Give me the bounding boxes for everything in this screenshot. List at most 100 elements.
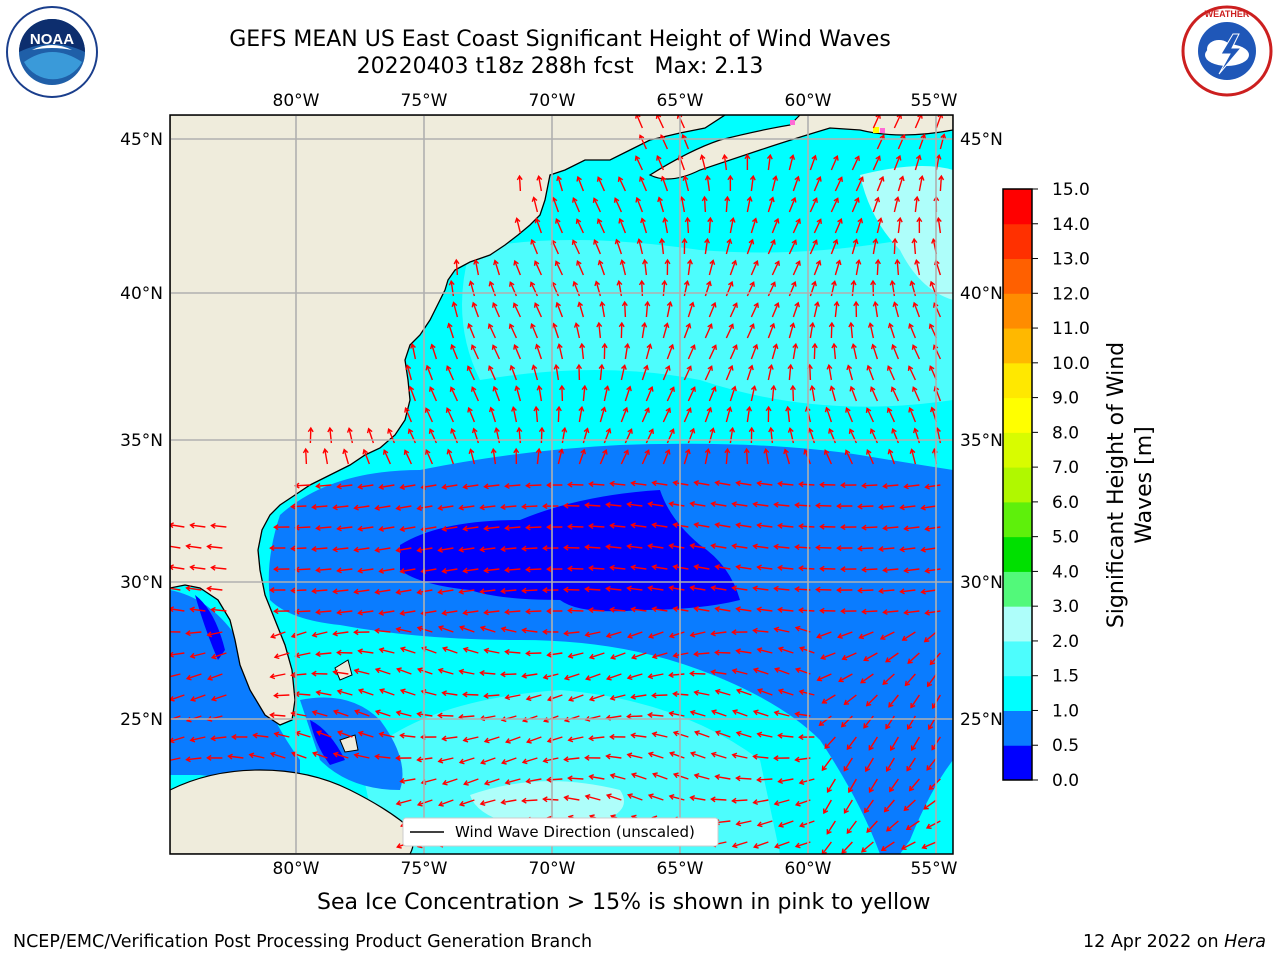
wave-arrow-head	[789, 384, 796, 391]
wave-arrow	[469, 449, 476, 465]
wave-arrow-head	[664, 448, 671, 455]
wave-arrow-head	[752, 799, 759, 805]
ocean-band-2p0-3p0-north	[860, 166, 953, 300]
wave-arrow	[484, 610, 500, 614]
wave-arrow	[809, 198, 818, 213]
wave-arrow	[396, 711, 412, 717]
wave-arrow-head	[836, 587, 842, 594]
wave-arrow-head	[504, 482, 510, 489]
wave-arrow-head	[458, 758, 465, 765]
wave-arrow	[295, 693, 311, 696]
wave-arrow-head	[787, 363, 794, 370]
wave-arrow-head	[525, 650, 531, 657]
wave-arrow	[585, 588, 601, 591]
wave-arrow	[813, 343, 816, 360]
wave-arrow	[589, 567, 605, 570]
wave-arrow-head	[451, 301, 458, 307]
wave-arrow-head	[534, 217, 541, 224]
wave-arrow	[543, 673, 559, 679]
wave-arrow	[575, 323, 581, 339]
wave-arrow-head	[563, 674, 570, 681]
wave-arrow-head	[542, 757, 549, 764]
wave-arrow	[337, 526, 353, 530]
wave-arrow	[316, 484, 332, 488]
wave-arrow-head	[273, 731, 280, 738]
wave-arrow	[862, 568, 878, 571]
wave-arrow	[516, 218, 522, 234]
wave-arrow	[939, 134, 945, 150]
wave-arrow-head	[773, 710, 780, 717]
wave-arrow	[316, 568, 332, 572]
wave-arrow-head	[846, 744, 852, 751]
wave-arrow-head	[878, 503, 884, 510]
wave-arrow-head	[662, 216, 669, 223]
wave-arrow-head	[732, 344, 738, 350]
wave-arrow-head	[706, 406, 713, 413]
wave-arrow	[505, 610, 521, 613]
wave-arrow	[683, 323, 691, 339]
wave-arrow-head	[647, 585, 653, 592]
wave-arrow	[715, 523, 731, 528]
wave-arrow-head	[563, 756, 569, 763]
wave-arrow	[568, 609, 584, 612]
wave-arrow-head	[555, 301, 561, 308]
wave-arrow	[610, 482, 626, 486]
wave-arrow	[442, 526, 458, 531]
wave-arrow	[879, 505, 895, 508]
wave-arrow-head	[668, 710, 675, 717]
wave-arrow-head	[838, 676, 844, 683]
wave-arrow	[715, 775, 731, 780]
wave-arrow	[186, 631, 202, 635]
wave-arrow	[599, 449, 607, 465]
wave-arrow	[711, 798, 727, 801]
wave-arrow	[767, 323, 775, 339]
wave-arrow-head	[315, 689, 322, 696]
wave-arrow	[771, 302, 779, 318]
wave-arrow	[778, 482, 794, 486]
wave-arrow	[809, 364, 812, 381]
wave-arrow-head	[724, 447, 731, 454]
wave-arrow-head	[525, 566, 531, 573]
wave-arrow-head	[714, 522, 721, 529]
wave-arrow-head	[404, 406, 410, 413]
wave-arrow	[725, 365, 733, 381]
wave-arrow	[585, 631, 601, 636]
wave-arrow	[906, 757, 916, 771]
wave-arrow-head	[794, 756, 800, 763]
wave-arrow-head	[618, 217, 624, 224]
sea-ice-caption: Sea Ice Concentration > 15% is shown in …	[317, 890, 931, 915]
wave-arrow-head	[374, 504, 380, 511]
wave-arrow	[771, 261, 780, 276]
wave-arrow	[870, 387, 879, 402]
wave-arrow	[450, 387, 459, 402]
wave-arrow	[271, 631, 286, 638]
wave-arrow	[446, 408, 455, 423]
wave-arrow-head	[812, 239, 818, 245]
wave-arrow-head	[890, 386, 897, 392]
wave-arrow	[686, 217, 690, 234]
wave-arrow	[914, 115, 922, 129]
wave-arrow-head	[887, 448, 894, 455]
wave-arrow	[358, 568, 374, 572]
wave-arrow-head	[833, 155, 839, 161]
wave-arrow	[207, 587, 223, 591]
wave-arrow-head	[794, 711, 800, 718]
wave-arrow-head	[710, 630, 716, 637]
wave-arrow	[792, 344, 797, 360]
wave-arrow-head	[889, 786, 895, 793]
wave-arrow-head	[441, 735, 447, 742]
wave-arrow	[459, 799, 475, 806]
wave-arrow	[648, 752, 664, 759]
wave-arrow	[379, 526, 395, 531]
wave-arrow	[522, 629, 538, 633]
wave-arrow	[787, 407, 791, 423]
wave-arrow-head	[405, 364, 412, 371]
wave-arrow-head	[900, 844, 907, 850]
wave-arrow-head	[773, 501, 779, 508]
wave-arrow-head	[567, 607, 573, 614]
wave-arrow	[543, 798, 559, 801]
wave-arrow-head	[689, 427, 696, 434]
wave-arrow-head	[273, 608, 279, 615]
wave-arrow-head	[395, 505, 402, 511]
wave-arrow-head	[789, 154, 796, 160]
